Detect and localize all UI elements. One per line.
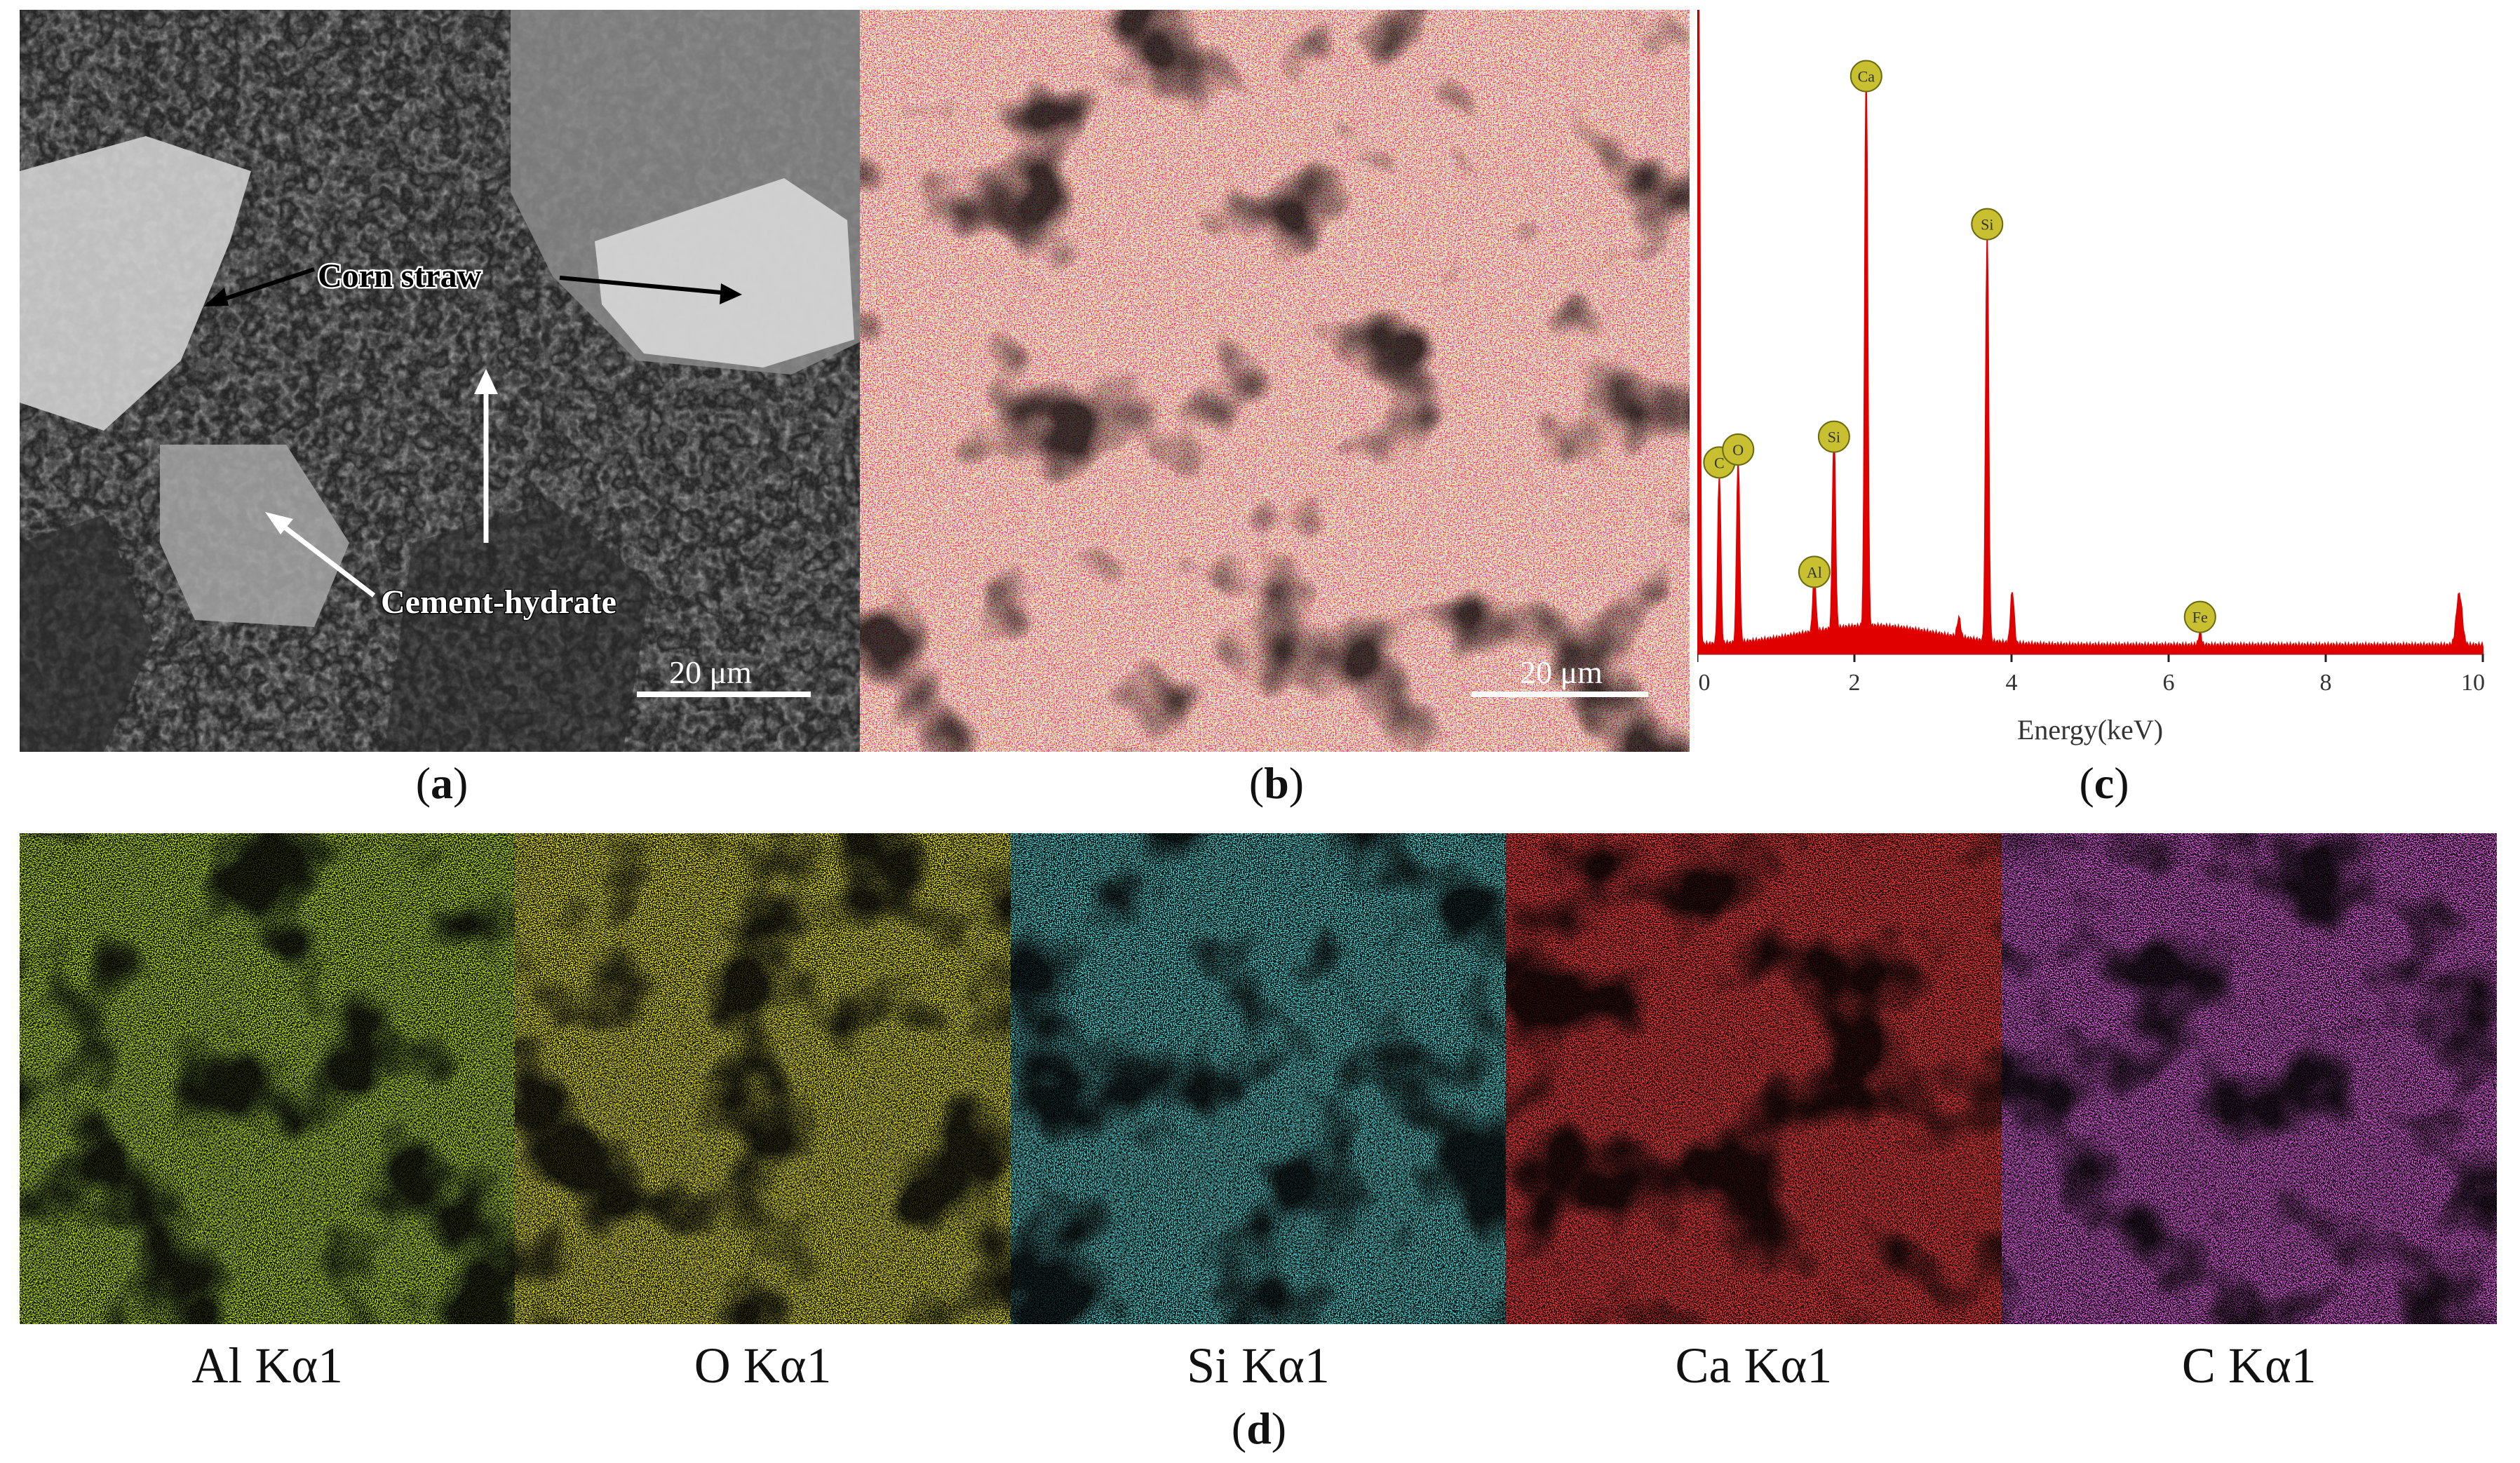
eds-peak-label: Al <box>1807 563 1822 581</box>
element-map <box>20 833 516 1324</box>
eds-peak-label: Fe <box>2192 609 2208 626</box>
caption-a-letter: a <box>431 758 453 808</box>
caption-a: (a) <box>415 758 469 808</box>
element-map-label: Si Kα1 <box>1187 1337 1330 1394</box>
eds-peak-label: Si <box>1828 429 1840 446</box>
sem-image-panel: Corn straw Cement-hydrate 20 μm <box>20 10 865 752</box>
caption-d: (d) <box>1231 1403 1287 1453</box>
caption-d-letter: d <box>1246 1403 1272 1453</box>
eds-x-tick-label: 0 <box>1699 670 1711 696</box>
overlay-map-panel: 20 μm <box>860 10 1690 752</box>
eds-peak-marker: Si <box>1817 420 1850 453</box>
eds-x-tick-label: 2 <box>1849 670 1861 696</box>
element-map-label: Ca Kα1 <box>1675 1337 1833 1394</box>
caption-c: (c) <box>2079 758 2129 808</box>
element-maps-row: Al Kα1 O Kα1 Si Kα1 <box>20 833 2497 1394</box>
eds-peak-marker-circle <box>2183 600 2216 633</box>
eds-peak-marker: Ca <box>1849 60 1882 93</box>
eds-peak-marker-circle <box>1798 555 1831 588</box>
eds-spectrum-panel: 0 2 4 6 8 10 C O Al Si Ca Si Fe Energy(keV) <box>1697 10 2490 752</box>
sem-micrograph: Corn straw Cement-hydrate 20 μm <box>20 10 865 752</box>
eds-spectrum-trace <box>1697 10 2484 654</box>
caption-b: (b) <box>1248 758 1305 808</box>
element-map <box>2001 833 2497 1324</box>
eds-peak-marker: O <box>1722 433 1755 466</box>
eds-peak-marker-circle <box>1849 60 1882 93</box>
element-map-label: Al Kα1 <box>191 1337 344 1394</box>
eds-peak-marker-circle <box>1722 433 1755 466</box>
element-map <box>1010 833 1507 1324</box>
eds-x-tick-label: 10 <box>2461 670 2485 696</box>
eds-peak-label: Ca <box>1858 68 1875 86</box>
caption-c-letter: c <box>2094 758 2115 808</box>
scale-bar-label-a: 20 μm <box>669 654 752 690</box>
eds-x-tick-label: 8 <box>2320 670 2332 696</box>
element-map <box>1506 833 2002 1324</box>
eds-peak-marker: Al <box>1798 555 1831 588</box>
eds-peak-marker: Si <box>1971 208 2004 241</box>
element-map-label: O Kα1 <box>694 1337 832 1394</box>
eds-peak-marker: Fe <box>2183 600 2216 633</box>
eds-peak-marker-circle <box>1817 420 1850 453</box>
scale-bar-b <box>1471 692 1648 697</box>
element-map <box>515 833 1011 1324</box>
caption-b-letter: b <box>1264 758 1289 808</box>
eds-peak-label: Si <box>1981 216 1993 234</box>
element-map-label: C Kα1 <box>2181 1337 2317 1394</box>
eds-spectrum-chart: 0 2 4 6 8 10 CO Al Si Ca Si Fe Energy(keV) <box>1697 10 2485 746</box>
corn-straw-label: Corn straw <box>318 257 482 295</box>
eds-peak-label: O <box>1732 441 1744 459</box>
eds-peak-label: C <box>1714 454 1725 471</box>
scale-bar-a <box>637 692 811 697</box>
eds-peak-marker-circle <box>1971 208 2004 241</box>
scale-bar-label-b: 20 μm <box>1520 654 1603 690</box>
eds-x-tick-label: 4 <box>2006 670 2018 696</box>
overlay-map: 20 μm <box>860 10 1690 752</box>
eds-x-axis-label: Energy(keV) <box>2017 714 2163 746</box>
cement-hydrate-label: Cement-hydrate <box>381 584 616 621</box>
eds-x-tick-label: 6 <box>2163 670 2175 696</box>
